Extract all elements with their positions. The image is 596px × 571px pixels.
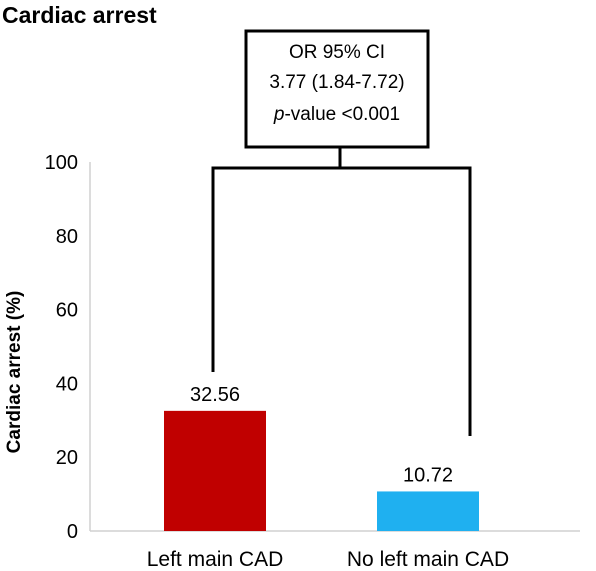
category-label: Left main CAD [147, 548, 284, 571]
category-label: No left main CAD [347, 548, 509, 571]
data-label: 10.72 [403, 464, 453, 486]
category-labels: Left main CAD No left main CAD [147, 548, 509, 571]
chart-title: Cardiac arrest [2, 2, 157, 28]
annotation-p-italic: p [273, 104, 285, 125]
y-tick-label: 80 [56, 226, 78, 248]
annotation-p-value: -value <0.001 [284, 104, 400, 125]
y-tick-label: 20 [56, 447, 78, 469]
bar [164, 410, 266, 531]
annotation-line-3: p-value <0.001 [273, 104, 400, 125]
y-tick-label: 0 [67, 521, 78, 543]
data-labels: 32.56 10.72 [190, 384, 453, 487]
y-tick-label: 40 [56, 373, 78, 395]
annotation-box [244, 29, 430, 149]
y-tick-labels: 0 20 40 60 80 100 [45, 152, 78, 543]
bars [164, 410, 479, 531]
y-axis-title: Cardiac arrest (%) [4, 291, 25, 454]
annotation-line-2: 3.77 (1.84-7.72) [269, 72, 404, 93]
bar [377, 491, 479, 531]
annotation-line-1: OR 95% CI [289, 42, 385, 63]
data-label: 32.56 [190, 384, 240, 406]
y-tick-label: 60 [56, 300, 78, 322]
comparison-bracket [211, 147, 472, 436]
y-tick-label: 100 [45, 152, 78, 174]
